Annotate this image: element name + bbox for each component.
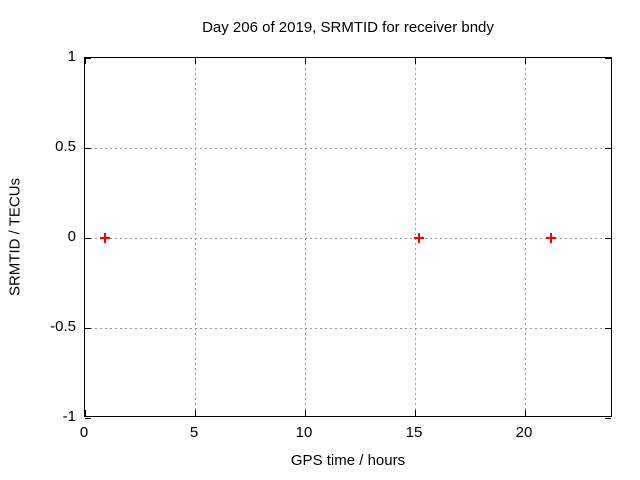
y-tick-label: 0.5: [55, 138, 76, 155]
y-tick: [85, 238, 91, 239]
x-tick-label: 0: [79, 424, 89, 441]
y-tick-label: 1: [67, 48, 76, 65]
y-gridline: [85, 237, 611, 239]
y-gridline: [85, 327, 611, 329]
data-point-marker: [414, 233, 425, 243]
y-gridline: [85, 147, 611, 149]
x-gridline: [194, 58, 196, 416]
x-tick: [415, 410, 416, 416]
x-tick: [195, 58, 196, 64]
y-tick: [605, 328, 611, 329]
y-tick-label: -1: [62, 408, 76, 425]
x-tick: [305, 58, 306, 64]
data-point-marker: [99, 233, 110, 243]
x-axis-label: GPS time / hours: [290, 452, 406, 469]
x-tick: [525, 58, 526, 64]
y-tick-label: 0: [67, 228, 76, 245]
x-tick: [525, 410, 526, 416]
y-tick: [85, 418, 91, 419]
x-tick: [85, 410, 86, 416]
x-gridline: [304, 58, 306, 416]
x-tick: [195, 410, 196, 416]
x-tick-label: 15: [405, 424, 423, 441]
x-tick: [85, 58, 86, 64]
y-tick-label: -0.5: [50, 318, 76, 335]
x-tick: [415, 58, 416, 64]
y-tick: [85, 328, 91, 329]
y-tick: [85, 148, 91, 149]
y-tick: [605, 58, 611, 59]
x-gridline: [524, 58, 526, 416]
y-tick: [605, 148, 611, 149]
x-tick-label: 10: [295, 424, 313, 441]
chart-title: Day 206 of 2019, SRMTID for receiver bnd…: [202, 19, 494, 36]
x-tick-label: 20: [515, 424, 533, 441]
y-tick: [605, 238, 611, 239]
y-tick: [605, 418, 611, 419]
data-point-marker: [546, 233, 557, 243]
plot-area: [84, 57, 612, 419]
x-tick-label: 5: [189, 424, 199, 441]
y-tick: [85, 58, 91, 59]
x-tick: [305, 410, 306, 416]
